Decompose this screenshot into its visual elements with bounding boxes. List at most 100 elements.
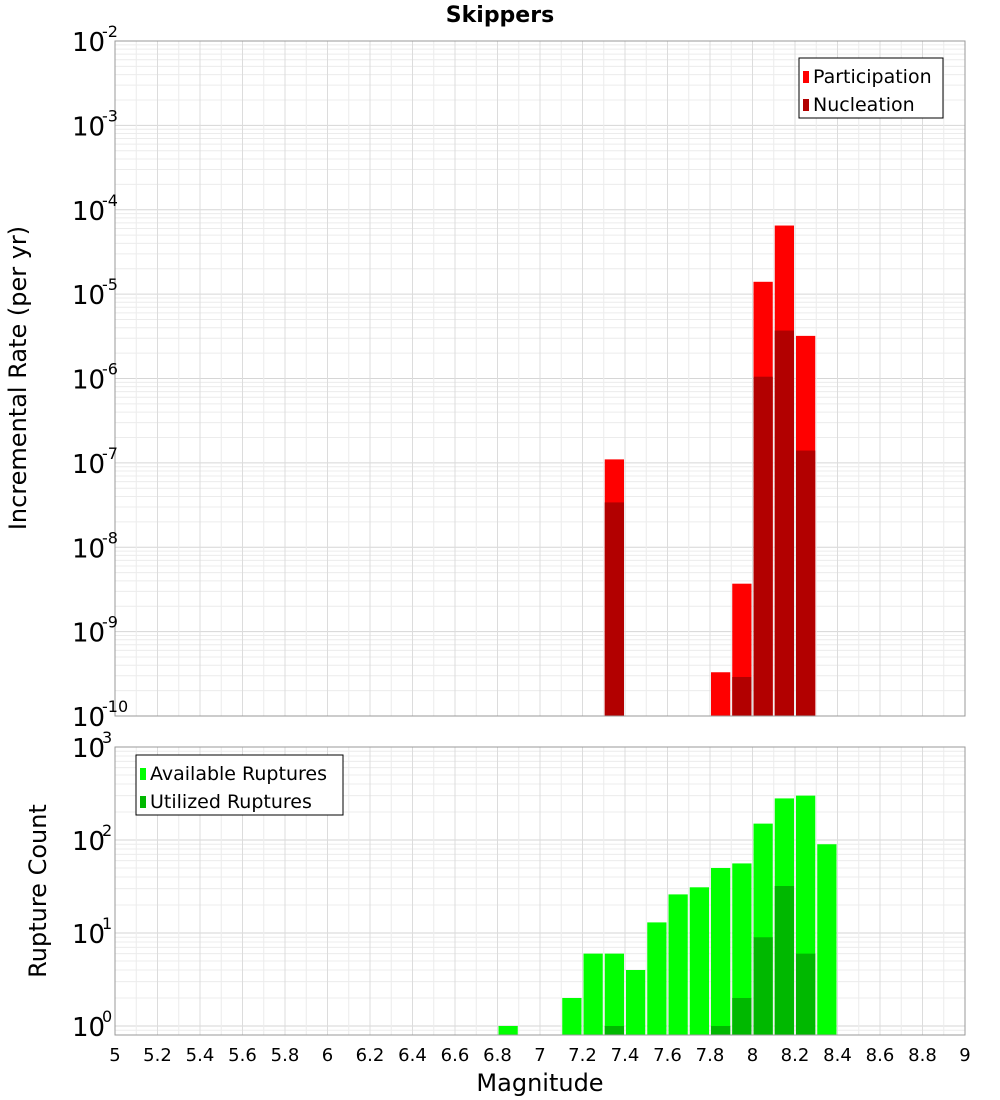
x-tick-label: 8.2 [781, 1045, 810, 1066]
x-tick-label: 6.8 [483, 1045, 512, 1066]
legend-box [135, 754, 344, 816]
svg-text:-7: -7 [102, 444, 118, 463]
top-y-axis-title: Incremental Rate (per yr) [4, 226, 32, 530]
svg-text:10: 10 [72, 112, 105, 142]
svg-text:1: 1 [102, 914, 112, 933]
x-tick-label: 6.6 [441, 1045, 470, 1066]
bottom-bar-secondary [753, 937, 773, 1035]
top-bar-secondary [732, 676, 752, 716]
x-tick-label: 8.6 [866, 1045, 895, 1066]
svg-text:10: 10 [72, 703, 105, 733]
svg-text:-2: -2 [102, 22, 118, 41]
svg-text:10: 10 [72, 827, 105, 857]
bottom-y-tick-label: 101 [72, 914, 112, 950]
top-bars [604, 225, 816, 716]
svg-text:3: 3 [102, 728, 112, 747]
bottom-bar-primary [583, 953, 603, 1035]
legend-swatch [803, 71, 809, 83]
x-tick-label: 5.6 [228, 1045, 257, 1066]
bottom-bar-primary [562, 997, 582, 1035]
svg-text:2: 2 [102, 821, 112, 840]
svg-text:-3: -3 [102, 106, 118, 125]
svg-text:10: 10 [72, 734, 105, 764]
top-y-ticks: 10-210-310-410-510-610-710-810-910-10 [72, 22, 128, 733]
bottom-y-axis-title: Rupture Count [24, 804, 52, 978]
top-y-tick-label: 10-8 [72, 528, 118, 564]
x-tick-label: 5.4 [186, 1045, 215, 1066]
bottom-bar-primary [732, 863, 752, 1035]
svg-text:10: 10 [72, 534, 105, 564]
svg-text:10: 10 [72, 450, 105, 480]
legend-label: Nucleation [813, 94, 915, 116]
bottom-bar-primary [817, 844, 837, 1035]
bottom-bar-primary [689, 887, 709, 1035]
svg-text:10: 10 [72, 920, 105, 950]
legend-label: Available Ruptures [150, 763, 327, 785]
chart-title: Skippers [446, 3, 554, 28]
legend-box [798, 57, 944, 119]
top-y-tick-label: 10-5 [72, 275, 118, 311]
top-y-tick-label: 10-10 [72, 697, 128, 733]
top-plot-border [114, 40, 966, 717]
svg-text:10: 10 [72, 619, 105, 649]
top-grid [114, 40, 966, 717]
top-y-tick-label: 10-9 [72, 613, 118, 649]
x-tick-label: 5.8 [271, 1045, 300, 1066]
x-tick-label: 6 [322, 1045, 333, 1066]
x-tick-label: 8.4 [823, 1045, 852, 1066]
bottom-bar-primary [647, 922, 667, 1035]
x-tick-label: 5 [109, 1045, 120, 1066]
top-bar-primary [711, 672, 731, 716]
top-panel: 10-210-310-410-510-610-710-810-910-10 In… [4, 22, 966, 733]
top-y-tick-label: 10-4 [72, 191, 118, 227]
x-tick-label: 7.2 [568, 1045, 597, 1066]
top-y-tick-label: 10-6 [72, 360, 118, 396]
x-tick-label: 6.4 [398, 1045, 427, 1066]
x-tick-label: 7.8 [696, 1045, 725, 1066]
bottom-bars [498, 795, 837, 1035]
legend-swatch [140, 768, 146, 780]
x-tick-label: 8.8 [908, 1045, 937, 1066]
top-bar-secondary [774, 330, 794, 716]
svg-text:10: 10 [72, 366, 105, 396]
svg-text:-4: -4 [102, 191, 118, 210]
top-legend: Participation Nucleation [798, 57, 944, 119]
svg-text:-6: -6 [102, 360, 118, 379]
svg-text:-8: -8 [102, 528, 118, 547]
svg-text:10: 10 [72, 1013, 105, 1043]
x-tick-label: 7.6 [653, 1045, 682, 1066]
bottom-y-tick-label: 100 [72, 1007, 112, 1043]
bottom-bar-secondary [732, 997, 752, 1035]
legend-label: Utilized Ruptures [150, 791, 312, 813]
top-y-tick-label: 10-7 [72, 444, 118, 480]
top-bar-secondary [796, 450, 816, 716]
bottom-bar-secondary [774, 886, 794, 1035]
x-tick-label: 7.4 [611, 1045, 640, 1066]
svg-text:-10: -10 [102, 697, 128, 716]
x-tick-label: 9 [959, 1045, 970, 1066]
bottom-bar-primary [668, 894, 688, 1035]
x-tick-label: 8 [747, 1045, 758, 1066]
svg-text:-9: -9 [102, 613, 118, 632]
top-y-tick-label: 10-3 [72, 106, 118, 142]
x-tick-labels: 5 5.2 5.4 5.6 5.8 6 6.2 6.4 6.6 6.8 7 7.2 7.4 7.6 7.8 8… [109, 1045, 970, 1066]
svg-text:10: 10 [72, 28, 105, 58]
top-bar-secondary [604, 502, 624, 716]
svg-text:0: 0 [102, 1007, 112, 1026]
bottom-legend: Available Ruptures Utilized Ruptures [135, 754, 344, 816]
x-tick-label: 6.2 [356, 1045, 385, 1066]
legend-swatch [803, 99, 809, 111]
x-axis-title: Magnitude [476, 1069, 603, 1097]
x-tick-label: 5.2 [143, 1045, 172, 1066]
bottom-bar-primary [711, 867, 731, 1035]
bottom-bar-secondary [796, 953, 816, 1035]
top-bar-secondary [753, 376, 773, 716]
bottom-bar-secondary [604, 1025, 624, 1035]
bottom-plot-border [114, 746, 966, 1036]
legend-swatch [140, 796, 146, 808]
svg-text:10: 10 [72, 281, 105, 311]
legend-label: Participation [813, 66, 932, 88]
